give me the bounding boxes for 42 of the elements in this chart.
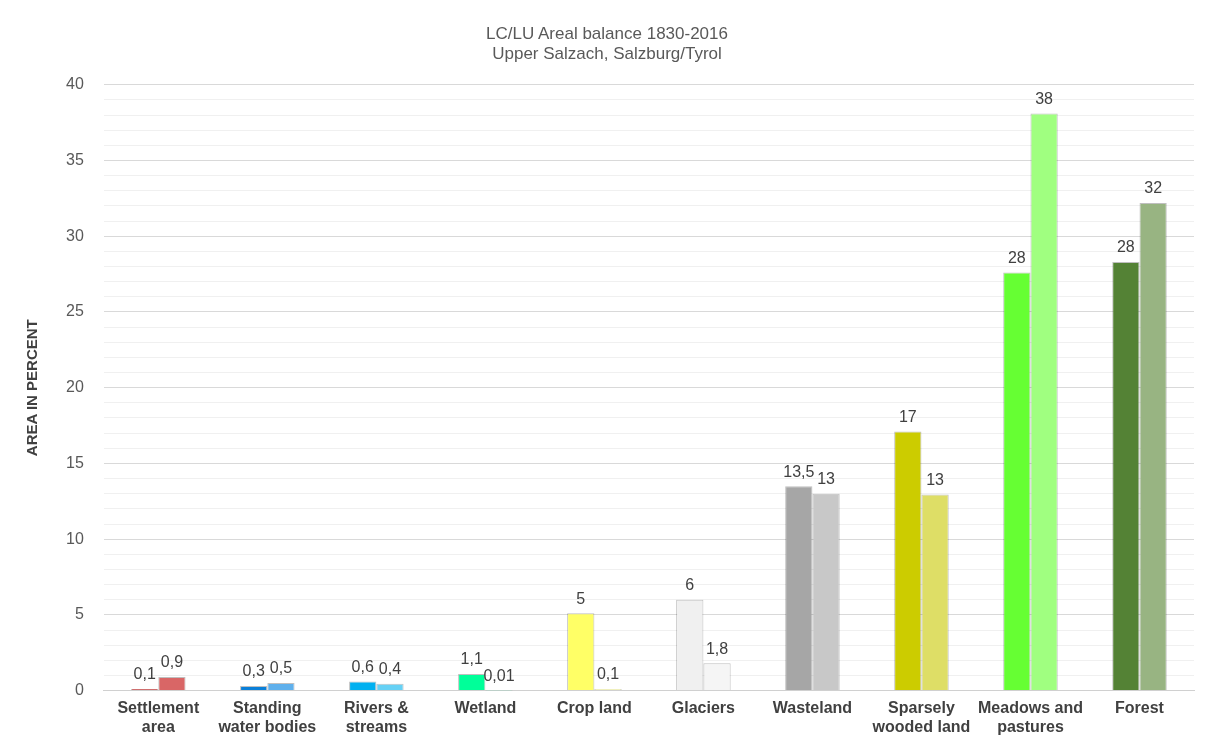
data-label: 0,1 (133, 665, 156, 683)
x-tick-label: Wetland (454, 698, 517, 716)
data-label: 0,4 (378, 660, 402, 678)
y-tick-label: 0 (74, 681, 84, 699)
x-tick-label: Sparsely wooded land (871, 698, 971, 735)
data-label: 28 (1007, 249, 1026, 266)
data-label: 1,8 (705, 639, 729, 657)
data-label: 0,9 (160, 653, 184, 671)
data-label: 0,3 (242, 662, 265, 680)
data-label: 13 (926, 470, 945, 488)
y-tick-label: 15 (66, 453, 84, 471)
y-tick-label: 30 (66, 226, 84, 244)
data-label: 32 (1144, 179, 1163, 197)
x-tick-label: Wasteland (772, 698, 853, 716)
x-tick-label: Meadows and pastures (978, 698, 1083, 735)
data-label: 28 (1116, 238, 1135, 256)
x-tick-label: Glaciers (671, 698, 736, 716)
data-label: 17 (898, 408, 917, 426)
x-tick-label: Crop land (557, 698, 632, 716)
x-tick-label: Forest (1115, 698, 1165, 716)
data-label: 0,5 (269, 659, 293, 677)
y-tick-label: 35 (66, 150, 84, 168)
y-tick-label: 5 (74, 605, 84, 623)
data-label: 1,1 (460, 650, 483, 668)
data-label: 13,5 (783, 462, 815, 480)
data-label: 5 (576, 589, 586, 607)
chart-subtitle: Upper Salzach, Salzburg/Tyrol (492, 44, 722, 64)
chart-title: LC/LU Areal balance 1830-2016 (486, 23, 728, 43)
y-tick-label: 25 (66, 302, 84, 320)
x-tick-label: Settlement area (117, 698, 200, 735)
x-tick-label: Rivers & streams (343, 698, 410, 735)
y-tick-label: 10 (66, 529, 84, 547)
y-axis-title: AREA IN PERCENT (23, 319, 41, 457)
data-label: 13 (817, 470, 836, 488)
data-label: 0,6 (351, 657, 374, 675)
x-tick-label: Standing water bodies (217, 698, 317, 735)
y-tick-label: 40 (66, 75, 84, 93)
y-tick-label: 20 (66, 378, 84, 396)
data-label: 0,1 (596, 665, 620, 683)
data-label: 38 (1035, 89, 1054, 107)
data-label: 0,01 (483, 666, 515, 684)
data-label: 6 (685, 576, 695, 594)
